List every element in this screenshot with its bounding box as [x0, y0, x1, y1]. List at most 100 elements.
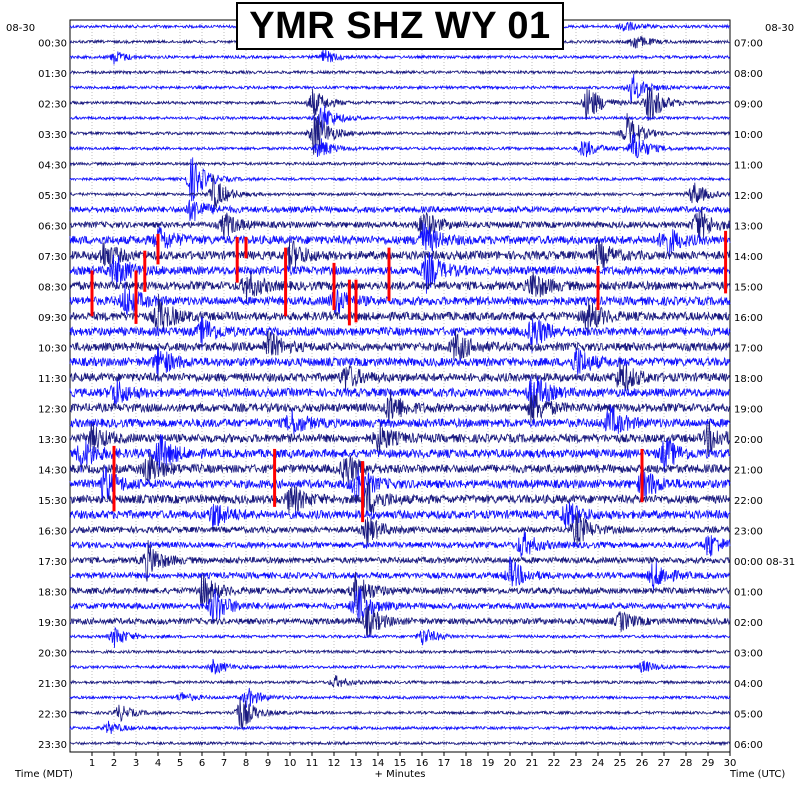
trace-line — [69, 648, 731, 655]
left-time-label: 05:30 — [38, 191, 67, 202]
clipped-spike — [347, 279, 351, 326]
left-time-label: 13:30 — [38, 435, 67, 446]
x-tick-label: 28 — [680, 758, 693, 769]
trace-line — [69, 206, 731, 240]
trace-line — [69, 512, 731, 548]
trace-line — [69, 157, 731, 202]
trace-line — [69, 389, 731, 424]
right-time-label: 18:00 — [734, 374, 763, 385]
right-time-label: 23:00 — [734, 527, 763, 538]
trace-line — [69, 160, 731, 167]
right-time-label: 03:00 — [734, 649, 763, 660]
right-time-label: 11:00 — [734, 161, 763, 172]
trace-line — [69, 132, 731, 159]
clipped-spike — [387, 247, 391, 301]
trace-line — [69, 452, 731, 485]
left-time-label: 06:30 — [38, 222, 67, 233]
x-tick-label: 23 — [570, 758, 583, 769]
clipped-spike — [134, 270, 138, 324]
left-time-label: 09:30 — [38, 313, 67, 324]
x-tick-label: 10 — [284, 758, 297, 769]
x-tick-label: 25 — [614, 758, 627, 769]
clipped-spike — [235, 236, 239, 283]
plot-grid — [69, 19, 731, 753]
x-tick-label: 17 — [438, 758, 451, 769]
trace-line — [69, 282, 731, 316]
right-time-label: 00:00 08-31 — [734, 557, 795, 568]
x-tick-label: 9 — [265, 758, 271, 769]
x-tick-label: 19 — [482, 758, 495, 769]
clipped-spike — [284, 247, 288, 317]
right-time-label: 15:00 — [734, 283, 763, 294]
x-tick-label: 12 — [328, 758, 341, 769]
trace-line — [69, 481, 731, 514]
trace-line — [69, 740, 731, 747]
x-tick-label: 30 — [724, 758, 737, 769]
x-tick-label: 8 — [243, 758, 249, 769]
right-time-label: 20:00 — [734, 435, 763, 446]
right-time-label: 09:00 — [734, 100, 763, 111]
clipped-spike — [640, 448, 644, 503]
trace-line — [69, 531, 731, 557]
seismic-traces — [69, 21, 731, 747]
clipped-spike — [143, 250, 147, 292]
x-tick-label: 2 — [111, 758, 117, 769]
x-tick-label: 15 — [394, 758, 407, 769]
trace-line — [69, 697, 731, 730]
x-tick-label: 11 — [306, 758, 319, 769]
left-time-label: 03:30 — [38, 130, 67, 141]
clipped-spike — [156, 233, 160, 265]
clipped-spike — [724, 230, 728, 294]
trace-line — [69, 69, 731, 76]
left-time-label: 18:30 — [38, 588, 67, 599]
trace-line — [69, 605, 731, 638]
trace-line — [69, 675, 731, 689]
trace-line — [69, 271, 731, 304]
clipped-spike — [596, 265, 600, 311]
right-time-label: 14:00 — [734, 252, 763, 263]
x-axis-right-title: Time (UTC) — [729, 769, 785, 780]
trace-line — [69, 375, 730, 409]
x-tick-label: 16 — [416, 758, 429, 769]
left-time-label: 01:30 — [38, 69, 67, 80]
left-time-label: 15:30 — [38, 496, 67, 507]
clipped-spike — [112, 445, 116, 512]
trace-line — [69, 556, 731, 591]
left-time-label: 11:30 — [38, 374, 67, 385]
right-time-label: 05:00 — [734, 710, 763, 721]
x-tick-label: 5 — [177, 758, 183, 769]
trace-line — [69, 328, 731, 362]
x-tick-label: 4 — [155, 758, 161, 769]
trace-line — [69, 49, 731, 65]
right-date-label: 08-30 — [765, 23, 794, 34]
left-time-label: 23:30 — [38, 740, 67, 751]
right-time-label: 10:00 — [734, 130, 763, 141]
trace-line — [69, 73, 731, 104]
right-time-label: 07:00 — [734, 39, 763, 50]
right-time-label: 04:00 — [734, 679, 763, 690]
left-time-label: 16:30 — [38, 527, 67, 538]
trace-line — [69, 540, 731, 582]
right-time-label: 22:00 — [734, 496, 763, 507]
clipped-spike — [332, 262, 336, 311]
clipped-spike — [244, 236, 248, 259]
right-time-label: 08:00 — [734, 69, 763, 80]
right-time-label: 17:00 — [734, 344, 763, 355]
trace-line — [69, 293, 731, 336]
trace-line — [69, 238, 731, 271]
trace-line — [69, 433, 731, 473]
x-tick-label: 13 — [350, 758, 363, 769]
axis-labels: 08-30 08-3000:3001:3002:3003:3004:3005:30… — [6, 23, 795, 780]
clipped-spike — [354, 279, 358, 323]
trace-line — [69, 587, 731, 623]
x-axis-center-title: + Minutes — [375, 769, 426, 780]
trace-line — [69, 501, 731, 532]
clipped-spike — [361, 461, 365, 523]
x-tick-label: 1 — [89, 758, 95, 769]
right-time-label: 13:00 — [734, 222, 763, 233]
trace-line — [69, 317, 731, 353]
trace-line — [69, 105, 731, 132]
right-time-label: 19:00 — [734, 405, 763, 416]
right-time-label: 01:00 — [734, 588, 763, 599]
